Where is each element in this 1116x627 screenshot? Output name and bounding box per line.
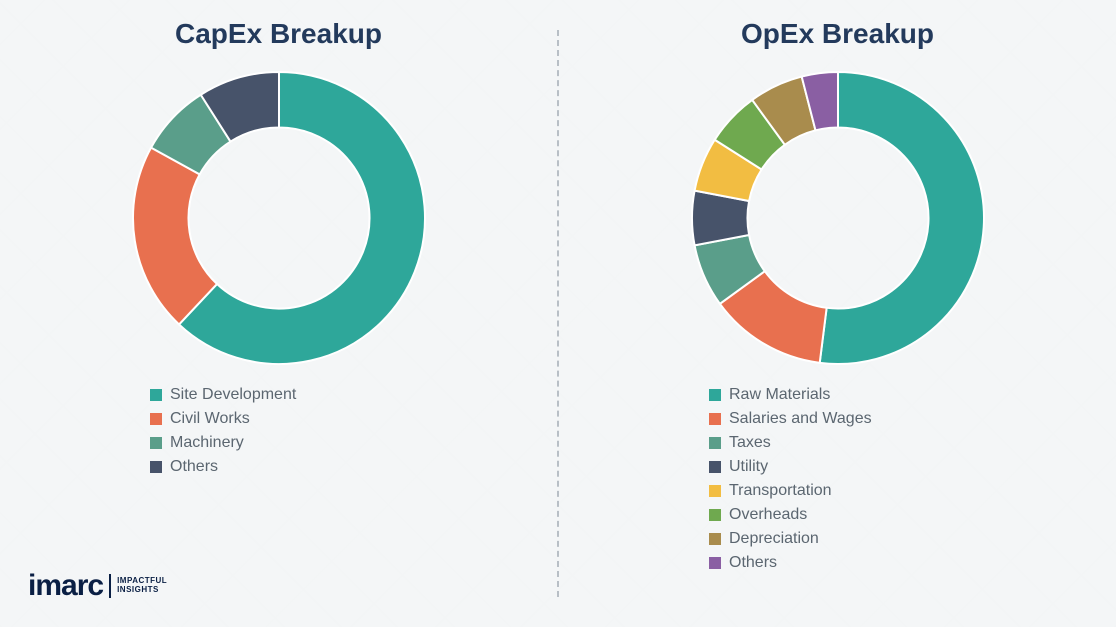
donut-slice: [133, 148, 217, 325]
legend-item: Utility: [709, 458, 872, 476]
legend-swatch: [150, 437, 162, 449]
legend-label: Site Development: [170, 386, 296, 404]
main-container: CapEx Breakup Site Development Civil Work…: [0, 0, 1116, 627]
legend-label: Others: [170, 458, 218, 476]
legend-item: Overheads: [709, 506, 872, 524]
capex-panel: CapEx Breakup Site Development Civil Work…: [0, 0, 557, 627]
legend-swatch: [709, 437, 721, 449]
legend-item: Taxes: [709, 434, 872, 452]
opex-panel: OpEx Breakup Raw Materials Salaries and W…: [559, 0, 1116, 627]
capex-donut: [129, 68, 429, 368]
legend-item: Others: [709, 554, 872, 572]
legend-swatch: [709, 533, 721, 545]
legend-label: Utility: [729, 458, 768, 476]
legend-swatch: [709, 557, 721, 569]
opex-donut: [688, 68, 988, 368]
legend-label: Raw Materials: [729, 386, 830, 404]
legend-item: Machinery: [150, 434, 296, 452]
logo-tagline-line1: IMPACTFUL: [117, 576, 167, 585]
legend-swatch: [709, 413, 721, 425]
capex-title: CapEx Breakup: [175, 18, 382, 50]
legend-item: Site Development: [150, 386, 296, 404]
legend-label: Machinery: [170, 434, 244, 452]
donut-slice: [819, 72, 983, 364]
brand-logo: imarc IMPACTFUL INSIGHTS: [28, 569, 167, 603]
legend-swatch: [709, 485, 721, 497]
legend-item: Depreciation: [709, 530, 872, 548]
legend-item: Civil Works: [150, 410, 296, 428]
opex-legend: Raw Materials Salaries and Wages Taxes Util…: [709, 386, 872, 572]
logo-text: imarc: [28, 569, 103, 603]
legend-label: Taxes: [729, 434, 771, 452]
legend-label: Others: [729, 554, 777, 572]
legend-swatch: [150, 413, 162, 425]
logo-tagline-line2: INSIGHTS: [117, 585, 159, 594]
logo-tagline: IMPACTFUL INSIGHTS: [117, 577, 167, 595]
legend-swatch: [709, 509, 721, 521]
opex-title: OpEx Breakup: [741, 18, 934, 50]
legend-label: Salaries and Wages: [729, 410, 872, 428]
capex-legend: Site Development Civil Works Machinery Othe…: [150, 386, 296, 476]
legend-swatch: [709, 461, 721, 473]
legend-item: Salaries and Wages: [709, 410, 872, 428]
legend-swatch: [709, 389, 721, 401]
legend-label: Depreciation: [729, 530, 819, 548]
legend-swatch: [150, 461, 162, 473]
legend-swatch: [150, 389, 162, 401]
legend-item: Others: [150, 458, 296, 476]
legend-item: Transportation: [709, 482, 872, 500]
legend-label: Civil Works: [170, 410, 250, 428]
logo-separator: [109, 574, 111, 598]
legend-label: Transportation: [729, 482, 832, 500]
legend-item: Raw Materials: [709, 386, 872, 404]
legend-label: Overheads: [729, 506, 807, 524]
